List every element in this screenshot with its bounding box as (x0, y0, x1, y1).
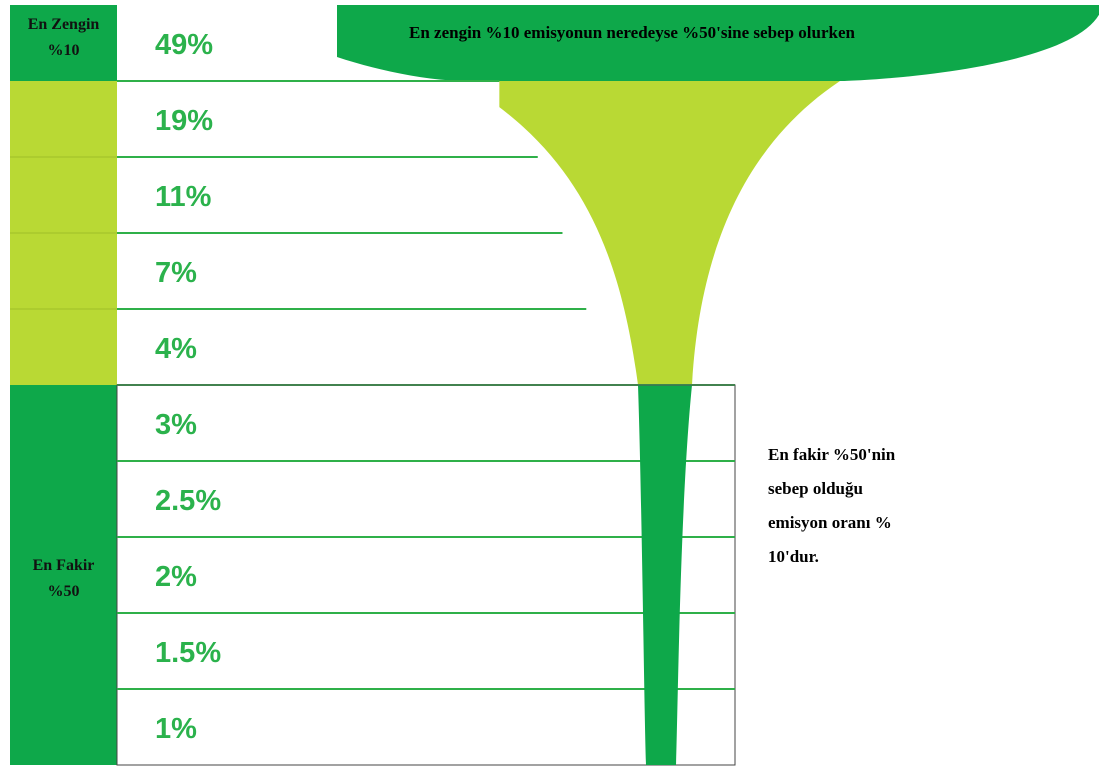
group-label-0-line-2: %10 (48, 42, 80, 59)
value-label-8: 1.5% (155, 637, 221, 669)
funnel-top-segment (220, 5, 1099, 81)
row-box-0 (117, 5, 337, 81)
bottom-annotation-line-1: En fakir %50'nin (768, 445, 896, 464)
funnel-middle-segment (460, 81, 840, 385)
bottom-annotation-line-2: sebep olduğu (768, 479, 863, 498)
value-label-0: 49% (155, 29, 213, 61)
row-box-2 (117, 157, 538, 233)
row-box-4 (117, 309, 587, 385)
row-box-1 (117, 81, 500, 157)
row-layer: 49% 19% 11% 7% 4% 3% 2.5% 2% 1.5% 1% (116, 5, 736, 766)
value-label-1: 19% (155, 105, 213, 137)
top-annotation: En zengin %10 emisyonun neredeyse %50'si… (409, 23, 856, 42)
group-label-2-line-1: En Fakir (33, 557, 95, 574)
row-box-8 (116, 612, 736, 690)
value-label-3: 7% (155, 257, 197, 289)
row-box-9 (116, 688, 736, 766)
row-box-6 (116, 460, 736, 538)
group-band-layer: En Zengin %10 En Fakir %50 (10, 5, 117, 765)
value-label-4: 4% (155, 333, 197, 365)
row-box-7 (116, 536, 736, 614)
row-box-5 (116, 384, 736, 462)
row-box-3 (117, 233, 563, 309)
funnel-stem-overlay (638, 385, 692, 765)
group-label-0-line-1: En Zengin (28, 16, 100, 33)
group-band-0 (10, 5, 117, 81)
value-label-6: 2.5% (155, 485, 221, 517)
value-label-7: 2% (155, 561, 197, 593)
value-label-5: 3% (155, 409, 197, 441)
bottom-annotation-line-3: emisyon oranı % (768, 513, 892, 532)
bottom-annotation-line-4: 10'dur. (768, 547, 819, 566)
group-band-2 (10, 385, 117, 765)
group-label-2-line-2: %50 (48, 583, 80, 600)
value-label-9: 1% (155, 713, 197, 745)
value-label-2: 11% (155, 181, 212, 213)
